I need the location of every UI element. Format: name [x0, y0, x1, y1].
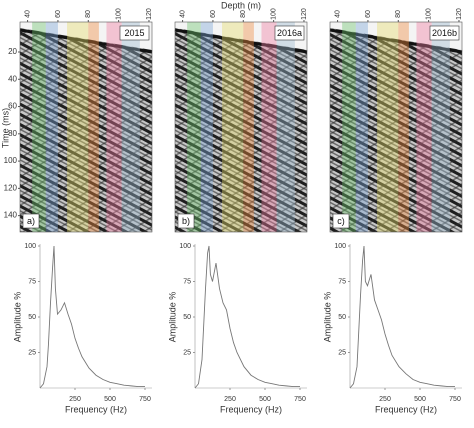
- x-tick-label: 100: [270, 8, 277, 20]
- x-tick-label: 80: [395, 10, 402, 18]
- y-axis-label: Time (ms): [0, 108, 10, 148]
- y-tick-label: 25: [183, 349, 191, 356]
- y-tick-label: 40: [8, 74, 17, 83]
- x-tick-label: 120: [301, 8, 308, 20]
- y-tick-label: 100: [179, 243, 191, 250]
- year-label: 2016b: [432, 28, 457, 38]
- x-tick-label: 500: [414, 396, 426, 403]
- panel-box: [177, 213, 195, 229]
- depth-band: [187, 22, 201, 232]
- radargram-texture: [330, 22, 462, 232]
- x-tick-label: 500: [259, 396, 271, 403]
- x-tick-label: 80: [85, 10, 92, 18]
- y-tick-label: 75: [28, 278, 36, 285]
- y-tick-label: 50: [28, 314, 36, 321]
- depth-band: [431, 22, 450, 232]
- x-tick-label: 60: [55, 10, 62, 18]
- depth-band: [67, 22, 89, 232]
- radargram-texture: [20, 22, 152, 232]
- panel-label: b): [182, 216, 190, 226]
- x-tick-label: 250: [224, 396, 236, 403]
- depth-band: [243, 22, 254, 232]
- x-tick-label: 60: [210, 10, 217, 18]
- x-axis-label: Frequency (Hz): [375, 404, 437, 414]
- y-tick-label: 100: [24, 243, 36, 250]
- air-zone: [175, 22, 307, 50]
- x-tick-label: 750: [294, 396, 306, 403]
- frame: [174, 21, 308, 233]
- y-tick-label: 75: [183, 278, 191, 285]
- x-tick-label: 750: [449, 396, 461, 403]
- panel-label: a): [27, 216, 35, 226]
- x-tick-label: 250: [69, 396, 81, 403]
- y-tick-label: 80: [8, 129, 17, 138]
- air-zone: [330, 22, 462, 50]
- label-box: [429, 25, 460, 41]
- depth-band: [416, 22, 432, 232]
- depth-band: [276, 22, 295, 232]
- year-label: 2016a: [277, 28, 302, 38]
- x-tick-label: 40: [179, 10, 186, 18]
- panel-label: c): [337, 216, 345, 226]
- surface-reflection: [329, 28, 463, 54]
- y-tick-label: 100: [334, 243, 346, 250]
- x-tick-label: 100: [425, 8, 432, 20]
- y-tick-label: 50: [183, 314, 191, 321]
- depth-band: [200, 22, 213, 232]
- x-tick-label: 750: [139, 396, 151, 403]
- y-tick-label: 120: [4, 183, 18, 192]
- x-tick-label: 500: [104, 396, 116, 403]
- y-tick-label: 60: [8, 102, 17, 111]
- x-axis-label: Frequency (Hz): [65, 404, 127, 414]
- y-axis-label: Amplitude %: [322, 292, 332, 343]
- x-axis-label: Depth (m): [221, 0, 261, 10]
- air-zone: [20, 22, 152, 50]
- depth-band: [32, 22, 46, 232]
- depth-band: [398, 22, 409, 232]
- x-tick-label: 120: [456, 8, 463, 20]
- spectrum-line: [349, 245, 455, 389]
- surface-reflection: [19, 28, 153, 54]
- spectrum-line: [39, 245, 145, 389]
- depth-band: [106, 22, 122, 232]
- depth-band: [121, 22, 140, 232]
- frame: [329, 21, 463, 233]
- x-tick-label: 100: [115, 8, 122, 20]
- depth-band: [222, 22, 244, 232]
- label-box: [274, 25, 305, 41]
- year-label: 2015: [124, 28, 144, 38]
- y-axis-label: Amplitude %: [167, 292, 177, 343]
- depth-band: [342, 22, 356, 232]
- y-tick-label: 50: [338, 314, 346, 321]
- y-tick-label: 140: [4, 211, 18, 220]
- depth-band: [261, 22, 277, 232]
- radargram-texture: [175, 22, 307, 232]
- y-tick-label: 25: [338, 349, 346, 356]
- x-tick-label: 80: [240, 10, 247, 18]
- x-tick-label: 40: [24, 10, 31, 18]
- frame: [19, 21, 153, 233]
- depth-band: [377, 22, 399, 232]
- panel-box: [22, 213, 40, 229]
- y-tick-label: 20: [8, 47, 17, 56]
- y-tick-label: 100: [4, 156, 18, 165]
- surface-reflection: [174, 28, 308, 54]
- x-axis-label: Frequency (Hz): [220, 404, 282, 414]
- x-tick-label: 40: [334, 10, 341, 18]
- y-axis-label: Amplitude %: [12, 292, 22, 343]
- x-tick-label: 250: [379, 396, 391, 403]
- panel-box: [332, 213, 350, 229]
- y-tick-label: 25: [28, 349, 36, 356]
- label-box: [119, 25, 150, 41]
- depth-band: [88, 22, 99, 232]
- y-tick-label: 75: [338, 278, 346, 285]
- spectrum-line: [194, 245, 300, 389]
- depth-band: [355, 22, 368, 232]
- x-tick-label: 120: [146, 8, 153, 20]
- x-tick-label: 60: [365, 10, 372, 18]
- depth-band: [45, 22, 58, 232]
